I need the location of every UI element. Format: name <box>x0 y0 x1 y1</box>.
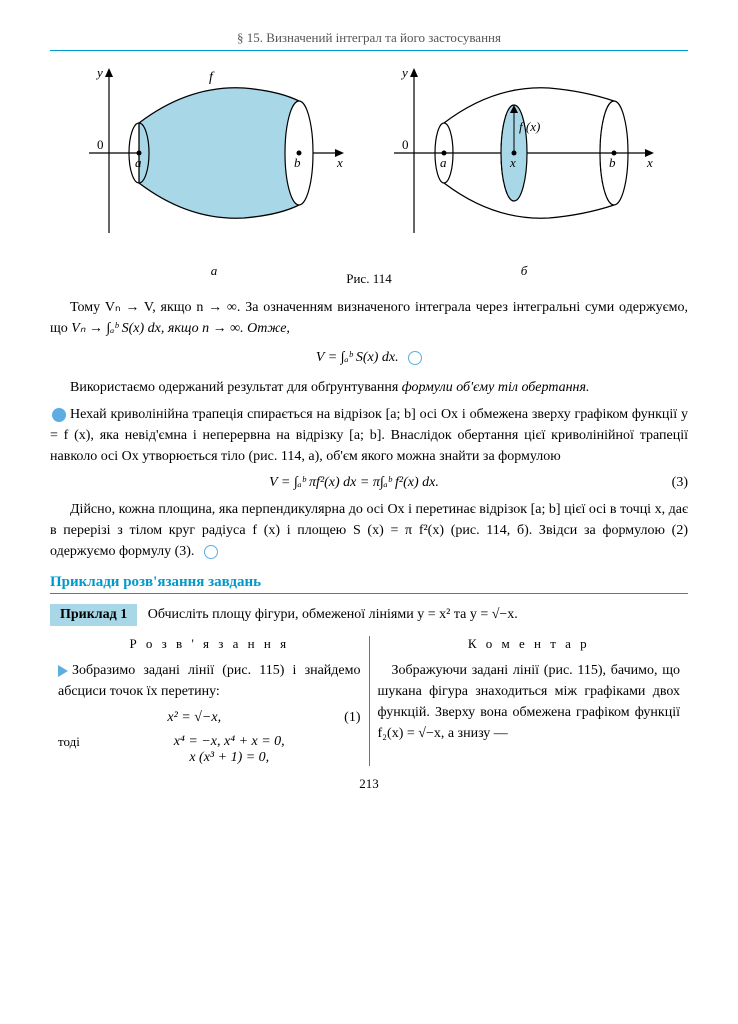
formula-3: V = ∫ₐᵇ πf²(x) dx = π∫ₐᵇ f²(x) dx. (3) <box>50 475 688 491</box>
svg-text:x: x <box>646 155 653 170</box>
comment-column: К о м е н т а р Зображуючи задані лінії … <box>370 636 689 766</box>
solution-header: Р о з в ' я з а н н я <box>58 636 361 652</box>
svg-text:a: a <box>135 155 142 170</box>
solution-two-columns: Р о з в ' я з а н н я Зобразимо задані л… <box>50 636 688 766</box>
exercise-circle-icon <box>204 545 218 559</box>
examples-section-title: Приклади розв'язання завдань <box>50 574 688 591</box>
figure-label-a: а <box>69 263 359 279</box>
figure-label-b: б <box>379 263 669 279</box>
example-label: Приклад 1 <box>50 604 137 626</box>
paragraph-3: Нехай криволінійна трапеція спирається н… <box>50 404 688 467</box>
svg-text:y: y <box>400 65 408 80</box>
svg-text:x: x <box>336 155 343 170</box>
blue-dot-icon <box>52 408 66 422</box>
paragraph-2: Використаємо одержаний результат для обґ… <box>50 377 688 398</box>
svg-text:0: 0 <box>97 137 104 152</box>
example-1-line: Приклад 1 Обчисліть площу фігури, обмеже… <box>50 604 688 626</box>
comment-header: К о м е н т а р <box>378 636 681 652</box>
figure-a: f y x 0 a b а <box>69 63 359 263</box>
svg-text:b: b <box>294 155 301 170</box>
section-underline <box>50 593 688 594</box>
section-header: § 15. Визначений інтеграл та його застос… <box>50 30 688 46</box>
svg-text:a: a <box>440 155 447 170</box>
page-number: 213 <box>50 776 688 792</box>
svg-text:b: b <box>609 155 616 170</box>
svg-text:y: y <box>95 65 103 80</box>
header-rule <box>50 50 688 51</box>
svg-text:f: f <box>209 70 215 85</box>
exercise-circle-icon <box>408 351 422 365</box>
svg-text:x: x <box>509 155 516 170</box>
paragraph-1: Тому Vₙ → V, якщо n → ∞. За означенням в… <box>50 297 688 339</box>
figures-row: f y x 0 a b а <box>50 63 688 263</box>
blue-triangle-icon <box>58 665 68 677</box>
figure-b: f (x) y x 0 a x b б <box>379 63 669 263</box>
formula-v: V = ∫ₐᵇ S(x) dx. <box>50 347 688 369</box>
formula-eq1: x² = √−x, (1) <box>58 710 361 726</box>
solution-column: Р о з в ' я з а н н я Зобразимо задані л… <box>50 636 369 766</box>
inline-formula: Vₙ → ∫ₐᵇ S(x) dx, якщо n → ∞. Отже, <box>71 321 290 336</box>
paragraph-4: Дійсно, кожна площина, яка перпендикуляр… <box>50 499 688 562</box>
svg-text:0: 0 <box>402 137 409 152</box>
svg-text:f (x): f (x) <box>519 119 540 134</box>
